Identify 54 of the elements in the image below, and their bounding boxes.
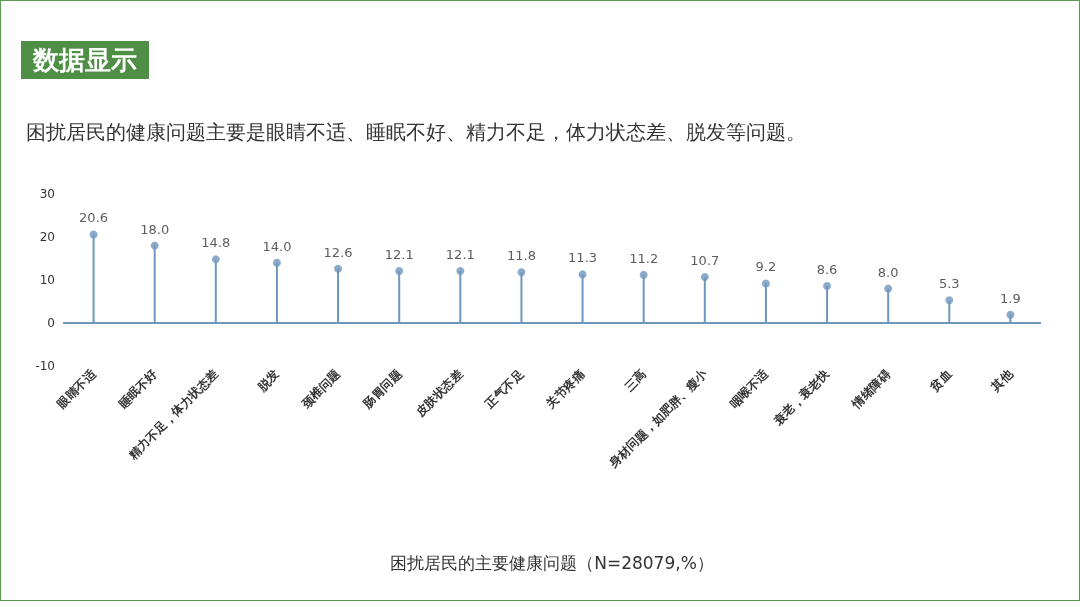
x-tick-label: 正气不足 [481,367,527,412]
y-tick-label: 30 [39,187,55,201]
data-label: 14.8 [201,235,231,251]
data-label: 11.3 [568,250,598,266]
x-tick-label: 皮肤状态差 [412,367,466,421]
x-tick-label: 贫血 [926,367,955,395]
data-label: 12.6 [323,244,353,260]
point [211,255,220,264]
data-label: 14.0 [262,238,292,254]
data-label: 8.0 [877,264,899,280]
x-tick-label: 关节疼痛 [542,367,588,412]
point [272,258,281,267]
data-label: 12.1 [445,246,475,262]
x-tick-label: 颈椎问题 [298,367,344,412]
point [150,241,159,250]
data-label: 5.3 [938,276,960,292]
x-tick-label: 情绪障碍 [848,367,894,412]
point [578,270,587,279]
data-label: 9.2 [755,259,777,275]
data-label: 1.9 [1000,290,1021,306]
y-tick-label: 20 [39,230,55,244]
data-label: 18.0 [140,221,170,237]
y-tick-label: -10 [35,359,55,373]
x-tick-label: 脱发 [254,367,282,395]
x-tick-label: 肠胃问题 [359,367,405,412]
point [700,272,709,281]
point [395,266,404,275]
x-tick-label: 其他 [987,366,1017,395]
point [639,270,648,279]
point [89,230,98,239]
y-tick-label: 10 [39,273,55,287]
point [945,296,954,305]
point [761,279,770,288]
data-label: 8.6 [816,262,838,278]
point [1006,310,1015,319]
x-tick-label: 眼睛不适 [54,366,100,411]
x-tick-label: 咽喉不适 [727,366,772,411]
data-label: 11.8 [506,248,536,264]
point [334,264,343,273]
chart-subtitle: 困扰居民的健康问题主要是眼睛不适、睡眠不好、精力不足，体力状态差、脱发等问题。 [26,120,806,144]
data-label: 12.1 [384,246,414,262]
data-label: 11.2 [629,250,659,266]
x-tick-label: 衰老，衰老快 [770,366,833,429]
x-tick-label: 睡眠不好 [115,367,160,411]
x-axis-title: 困扰居民的主要健康问题（N=28079,%） [390,552,714,573]
x-tick-label: 三高 [621,367,649,394]
y-tick-label: 0 [47,316,55,330]
chart-title: 数据显示 [32,45,137,75]
data-label: 20.6 [79,210,109,226]
point [884,284,893,293]
point [517,268,526,277]
data-label: 10.7 [690,252,720,268]
point [823,282,832,291]
point [456,266,465,275]
